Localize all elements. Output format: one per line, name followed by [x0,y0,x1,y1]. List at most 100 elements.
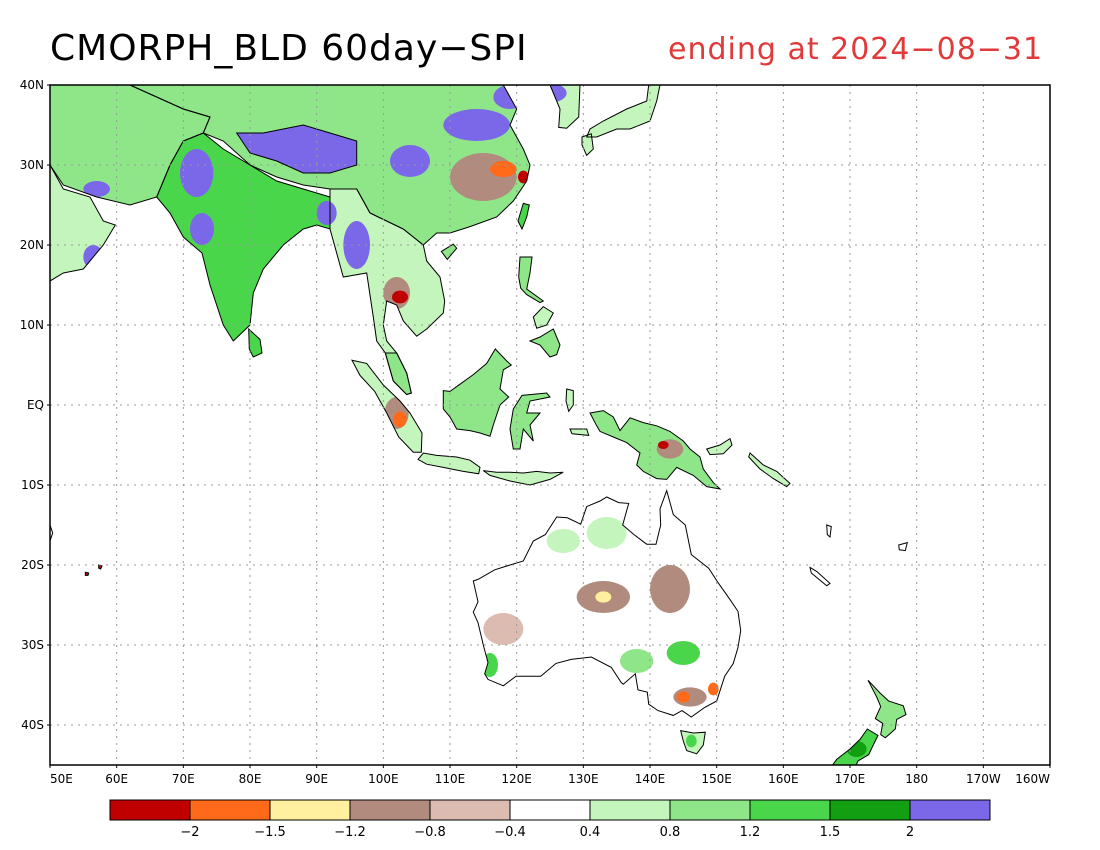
coast-luzon [518,256,545,304]
coast-japan-honshu [585,85,661,138]
coast-sumatra [351,359,423,453]
lon-label: 160E [768,772,799,786]
land-iran-afghanistan [50,85,210,205]
patch-dry-nsw-core [708,682,719,696]
anomaly-patch-layer [83,85,867,757]
coast-fiji [898,541,908,552]
lat-label: 30N [20,158,44,172]
lon-label: 70E [172,772,195,786]
map-frame [49,84,1051,766]
land-luzon [518,257,544,303]
patch-wet-northern-territory [586,517,627,549]
colorbar-label: 1.2 [740,825,761,840]
lat-labels: 40N 30N 20N 10N EQ 10S 20S 30S 40S [20,78,50,732]
patch-wet-yellow-river [443,109,510,141]
land-borneo [443,349,512,437]
patch-dry-east-china [490,161,517,177]
land-taiwan [518,203,530,229]
patch-dry-victoria-core [676,691,690,703]
coast-new-zealand-north [867,679,907,739]
patch-dry-png-core [658,441,669,449]
coast-central-asia-china [129,85,531,246]
patch-dry-queensland [650,565,690,613]
lon-label: 120E [501,772,532,786]
patch-wet-nsw [666,641,700,665]
colorbar-label: −0.8 [414,825,446,840]
land-hainan [441,244,457,260]
patch-wet-tasmania [686,734,697,748]
colorbar-swatch [189,799,271,821]
coast-sulawesi [509,392,551,450]
coast-visayas [532,305,554,329]
coast-tasmania [680,729,706,755]
lon-label: 60E [105,772,128,786]
patch-wet-pakistan [180,149,214,197]
patch-dry-thailand-core [392,290,408,304]
coast-vanuatu [826,524,832,539]
coast-sri-lanka [248,327,263,358]
land-new-zealand-north [868,680,906,738]
patch-dry-sumatra-core [393,411,407,428]
coast-mindanao [528,328,561,358]
land-lesser-sunda [483,470,564,485]
colorbar-swatch [349,799,431,821]
lon-labels: 50E 60E 70E 80E 90E 100E 110E 120E 130E 140E 150E 1… [49,765,1051,786]
coast-indochina [329,188,446,396]
lon-label: 100E [368,772,399,786]
lat-label: 40N [20,78,44,92]
colorbar-swatch [909,799,991,821]
patch-dry-yangtze [450,153,517,201]
land-japan-kyushu [582,133,594,156]
coast-hainan [440,243,458,261]
land-sulawesi [510,393,550,449]
colorbar-swatch [669,799,751,821]
land-malay-peninsula [385,353,412,395]
lon-label: 170W [966,772,1001,786]
patch-wet-south-australia [620,649,654,673]
lon-label: 180 [905,772,928,786]
patch-wet-iran [83,181,110,197]
lon-label: 160W [1015,772,1050,786]
coast-new-caledonia [809,566,831,587]
patch-wet-myanmar [343,221,370,269]
patch-dry-wa [483,613,524,645]
colorbar-swatch [509,799,591,821]
lat-label: EQ [27,398,44,412]
colorbar-swatch [589,799,671,821]
patch-wet-bangladesh [316,201,337,225]
coast-java [417,452,481,475]
colorbar-swatch [749,799,831,821]
colorbar-label: 0.4 [580,825,601,840]
lon-label: 140E [635,772,666,786]
coast-arabian-region [50,163,117,282]
coast-madagascar-tip [50,524,54,542]
coast-japan-kyushu [581,133,594,157]
coast-taiwan [517,202,530,231]
colorbar-labels: −2 −1.5 −1.2 −0.8 −0.4 0.4 0.8 1.2 1.5 2 [180,825,914,840]
colorbar-swatch [109,799,191,821]
coast-malay-peninsula [384,352,412,396]
lon-label: 90E [305,772,328,786]
grid-layer [50,85,1050,765]
land-java [418,453,480,474]
coast-korea [549,85,581,129]
lon-label: 170E [835,772,866,786]
patch-dry-zhejiang [518,170,529,184]
lon-label: 80E [239,772,262,786]
colorbar-swatch [269,799,351,821]
colorbar-swatch [429,799,511,821]
land-new-britain [706,438,732,455]
coast-lesser-sunda [483,470,564,486]
patch-wet-kimberley [546,529,580,553]
lat-label: 40S [21,718,44,732]
lat-label: 20S [21,558,44,572]
coast-borneo [442,348,513,437]
coast-new-zealand-south [831,728,879,765]
land-new-guinea [590,410,720,489]
land-arabian-region [50,165,116,281]
colorbar-label: −1.2 [334,825,366,840]
lat-label: 30S [21,638,44,652]
coast-halmahera [565,388,574,413]
colorbar-label: 2 [906,825,914,840]
patch-wet-sichuan [390,145,430,177]
